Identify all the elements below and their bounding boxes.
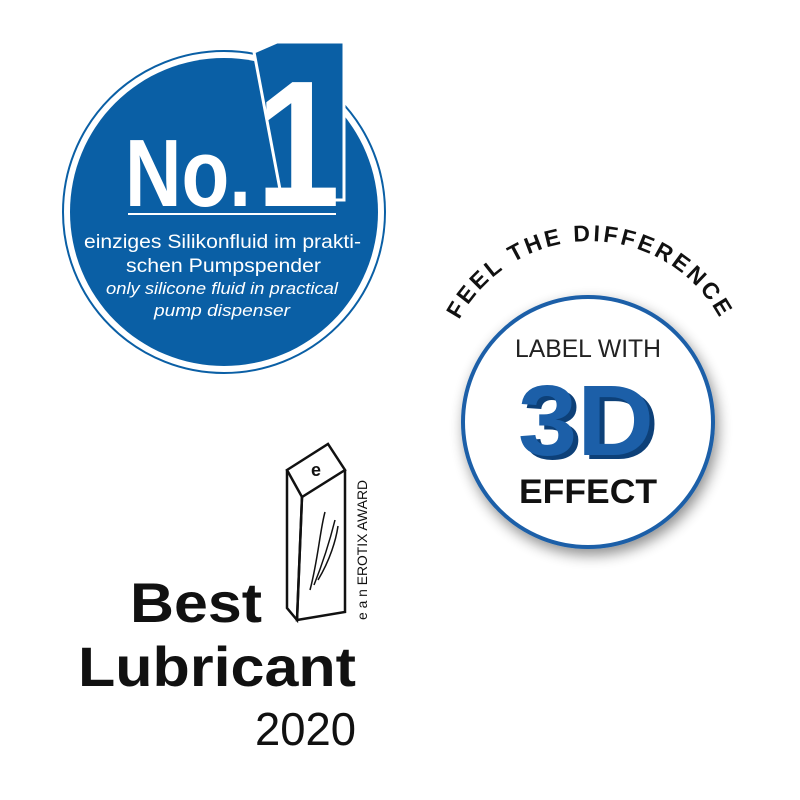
german-line-1: einziges Silikonfluid im prakti- <box>84 232 361 253</box>
no1-badge: No. 1 einziges Silikonfluid im prakti- s… <box>62 40 386 374</box>
year-text: 2020 <box>255 703 356 755</box>
3d-text: 3D <box>518 365 654 477</box>
trophy-letter: e <box>311 460 321 480</box>
award-logo: e e a n EROTIX AWARD Best Lubricant 2020 <box>78 442 370 755</box>
no-number: 1 <box>256 44 340 245</box>
english-line-2: pump dispenser <box>153 301 292 320</box>
3d-badge: FEEL THE DIFFERENCE LABEL WITH 3D EFFECT <box>441 220 736 549</box>
no-prefix: No. <box>125 120 251 227</box>
effect-text: EFFECT <box>519 473 657 511</box>
trophy-icon <box>285 442 347 624</box>
3d-circle <box>461 295 715 549</box>
best-text: Best <box>130 571 262 634</box>
award-vertical-text: e a n EROTIX AWARD <box>354 480 370 620</box>
german-line-2: schen Pumpspender <box>126 256 322 277</box>
label-with-text: LABEL WITH <box>515 335 661 363</box>
lubricant-text: Lubricant <box>78 635 356 698</box>
english-line-1: only silicone fluid in practical <box>106 279 339 298</box>
